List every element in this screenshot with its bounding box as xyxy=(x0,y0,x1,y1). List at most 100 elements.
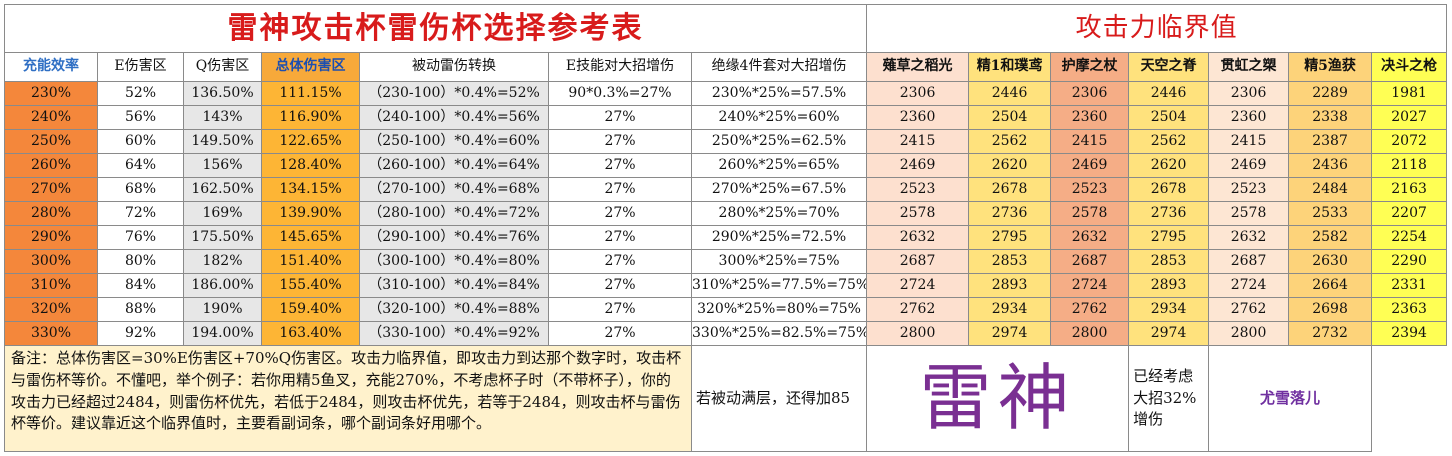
cell-energy-recharge: 320% xyxy=(4,297,98,322)
cell-q-damage: 162.50% xyxy=(183,177,262,202)
cell-attack-threshold: 2306 xyxy=(1050,81,1130,106)
cell-e-skill-bonus: 27% xyxy=(548,225,692,250)
cell-attack-threshold: 2724 xyxy=(1208,273,1290,298)
cell-energy-recharge: 270% xyxy=(4,177,98,202)
cell-emblem-bonus: 320%*25%=80%=75% xyxy=(690,297,868,322)
cell-energy-recharge: 250% xyxy=(4,129,98,154)
cell-q-damage: 136.50% xyxy=(183,81,262,106)
cell-attack-threshold: 2562 xyxy=(968,129,1052,154)
cell-e-skill-bonus: 27% xyxy=(548,273,692,298)
cell-energy-recharge: 260% xyxy=(4,153,98,178)
table-row: 300% 80% 182% 151.40% （300-100）*0.4%=80% 27% 3… xyxy=(4,249,1448,274)
cell-total-damage: 134.15% xyxy=(261,177,360,202)
cell-attack-threshold: 2630 xyxy=(1288,249,1373,274)
cell-e-damage: 76% xyxy=(97,225,184,250)
cell-attack-threshold: 2582 xyxy=(1288,225,1373,250)
cell-energy-recharge: 280% xyxy=(4,201,98,226)
cell-attack-threshold: 2394 xyxy=(1371,321,1448,346)
cell-e-skill-bonus: 27% xyxy=(548,201,692,226)
cell-attack-threshold: 2620 xyxy=(1128,153,1210,178)
cell-energy-recharge: 230% xyxy=(4,81,98,106)
cell-e-skill-bonus: 27% xyxy=(548,297,692,322)
cell-energy-recharge: 310% xyxy=(4,273,98,298)
cell-total-damage: 139.90% xyxy=(261,201,360,226)
cell-attack-threshold: 2687 xyxy=(1050,249,1130,274)
cell-attack-threshold: 2072 xyxy=(1371,129,1448,154)
cell-emblem-bonus: 230%*25%=57.5% xyxy=(690,81,868,106)
cell-passive-conversion: （310-100）*0.4%=84% xyxy=(359,273,549,298)
header-weapon: 决斗之枪 xyxy=(1371,52,1448,82)
cell-attack-threshold: 2800 xyxy=(1050,321,1130,346)
cell-e-damage: 88% xyxy=(97,297,184,322)
cell-emblem-bonus: 290%*25%=72.5% xyxy=(690,225,868,250)
cell-attack-threshold: 2632 xyxy=(1208,225,1290,250)
cell-attack-threshold: 2732 xyxy=(1288,321,1373,346)
cell-attack-threshold: 2504 xyxy=(1128,105,1210,130)
cell-attack-threshold: 2360 xyxy=(1208,105,1290,130)
cell-passive-conversion: （280-100）*0.4%=72% xyxy=(359,201,549,226)
cell-emblem-bonus: 300%*25%=75% xyxy=(690,249,868,274)
cell-attack-threshold: 2678 xyxy=(968,177,1052,202)
table-row: 320% 88% 190% 159.40% （320-100）*0.4%=88% 27% 3… xyxy=(4,297,1448,322)
cell-total-damage: 163.40% xyxy=(261,321,360,346)
cell-attack-threshold: 2523 xyxy=(1050,177,1130,202)
cell-total-damage: 111.15% xyxy=(261,81,360,106)
cell-attack-threshold: 2469 xyxy=(1050,153,1130,178)
cell-attack-threshold: 2800 xyxy=(1208,321,1290,346)
cell-attack-threshold: 2562 xyxy=(1128,129,1210,154)
cell-emblem-bonus: 240%*25%=60% xyxy=(690,105,868,130)
cell-attack-threshold: 2853 xyxy=(968,249,1052,274)
character-name: 雷神 xyxy=(866,345,1130,452)
cell-e-skill-bonus: 27% xyxy=(548,129,692,154)
table-row: 310% 84% 186.00% 155.40% （310-100）*0.4%=84% 2… xyxy=(4,273,1448,298)
cell-e-damage: 80% xyxy=(97,249,184,274)
cell-passive-conversion: （230-100）*0.4%=52% xyxy=(359,81,549,106)
cell-e-damage: 56% xyxy=(97,105,184,130)
header-energy-recharge: 充能效率 xyxy=(4,52,98,82)
cell-attack-threshold: 2762 xyxy=(866,297,970,322)
cell-attack-threshold: 1981 xyxy=(1371,81,1448,106)
cell-attack-threshold: 2306 xyxy=(866,81,970,106)
cell-e-skill-bonus: 27% xyxy=(548,153,692,178)
cell-attack-threshold: 2504 xyxy=(968,105,1052,130)
cell-q-damage: 149.50% xyxy=(183,129,262,154)
spreadsheet-table: 雷神攻击杯雷伤杯选择参考表 攻击力临界值 充能效率 E伤害区 Q伤害区 总体伤害… xyxy=(3,4,1448,452)
cell-attack-threshold: 2853 xyxy=(1128,249,1210,274)
table-row: 290% 76% 175.50% 145.65% （290-100）*0.4%=76% 2… xyxy=(4,225,1448,250)
cell-attack-threshold: 2620 xyxy=(968,153,1052,178)
cell-attack-threshold: 2687 xyxy=(1208,249,1290,274)
cell-attack-threshold: 2893 xyxy=(968,273,1052,298)
table-row: 270% 68% 162.50% 134.15% （270-100）*0.4%=68% 2… xyxy=(4,177,1448,202)
table-row: 240% 56% 143% 116.90% （240-100）*0.4%=56% 27% 2… xyxy=(4,105,1448,130)
cell-attack-threshold: 2436 xyxy=(1288,153,1373,178)
cell-e-skill-bonus: 27% xyxy=(548,105,692,130)
cell-attack-threshold: 2290 xyxy=(1371,249,1448,274)
threshold-title: 攻击力临界值 xyxy=(866,4,1448,53)
cell-energy-recharge: 240% xyxy=(4,105,98,130)
cell-attack-threshold: 2338 xyxy=(1288,105,1373,130)
cell-passive-conversion: （290-100）*0.4%=76% xyxy=(359,225,549,250)
cell-q-damage: 186.00% xyxy=(183,273,262,298)
cell-q-damage: 143% xyxy=(183,105,262,130)
cell-total-damage: 145.65% xyxy=(261,225,360,250)
cell-attack-threshold: 2736 xyxy=(968,201,1052,226)
header-q-damage: Q伤害区 xyxy=(183,52,262,82)
cell-e-damage: 60% xyxy=(97,129,184,154)
cell-attack-threshold: 2578 xyxy=(866,201,970,226)
cell-attack-threshold: 2469 xyxy=(1208,153,1290,178)
cell-attack-threshold: 2446 xyxy=(1128,81,1210,106)
cell-e-damage: 52% xyxy=(97,81,184,106)
cell-attack-threshold: 2678 xyxy=(1128,177,1210,202)
cell-attack-threshold: 2163 xyxy=(1371,177,1448,202)
cell-e-damage: 72% xyxy=(97,201,184,226)
cell-attack-threshold: 2415 xyxy=(1050,129,1130,154)
table-title: 雷神攻击杯雷伤杯选择参考表 xyxy=(3,4,868,53)
cell-attack-threshold: 2306 xyxy=(1208,81,1290,106)
header-passive-conversion: 被动雷伤转换 xyxy=(359,52,549,82)
cell-total-damage: 151.40% xyxy=(261,249,360,274)
cell-attack-threshold: 2893 xyxy=(1128,273,1210,298)
cell-energy-recharge: 290% xyxy=(4,225,98,250)
cell-passive-conversion: （300-100）*0.4%=80% xyxy=(359,249,549,274)
cell-emblem-bonus: 280%*25%=70% xyxy=(690,201,868,226)
cell-emblem-bonus: 310%*25%=77.5%=75% xyxy=(690,273,868,298)
